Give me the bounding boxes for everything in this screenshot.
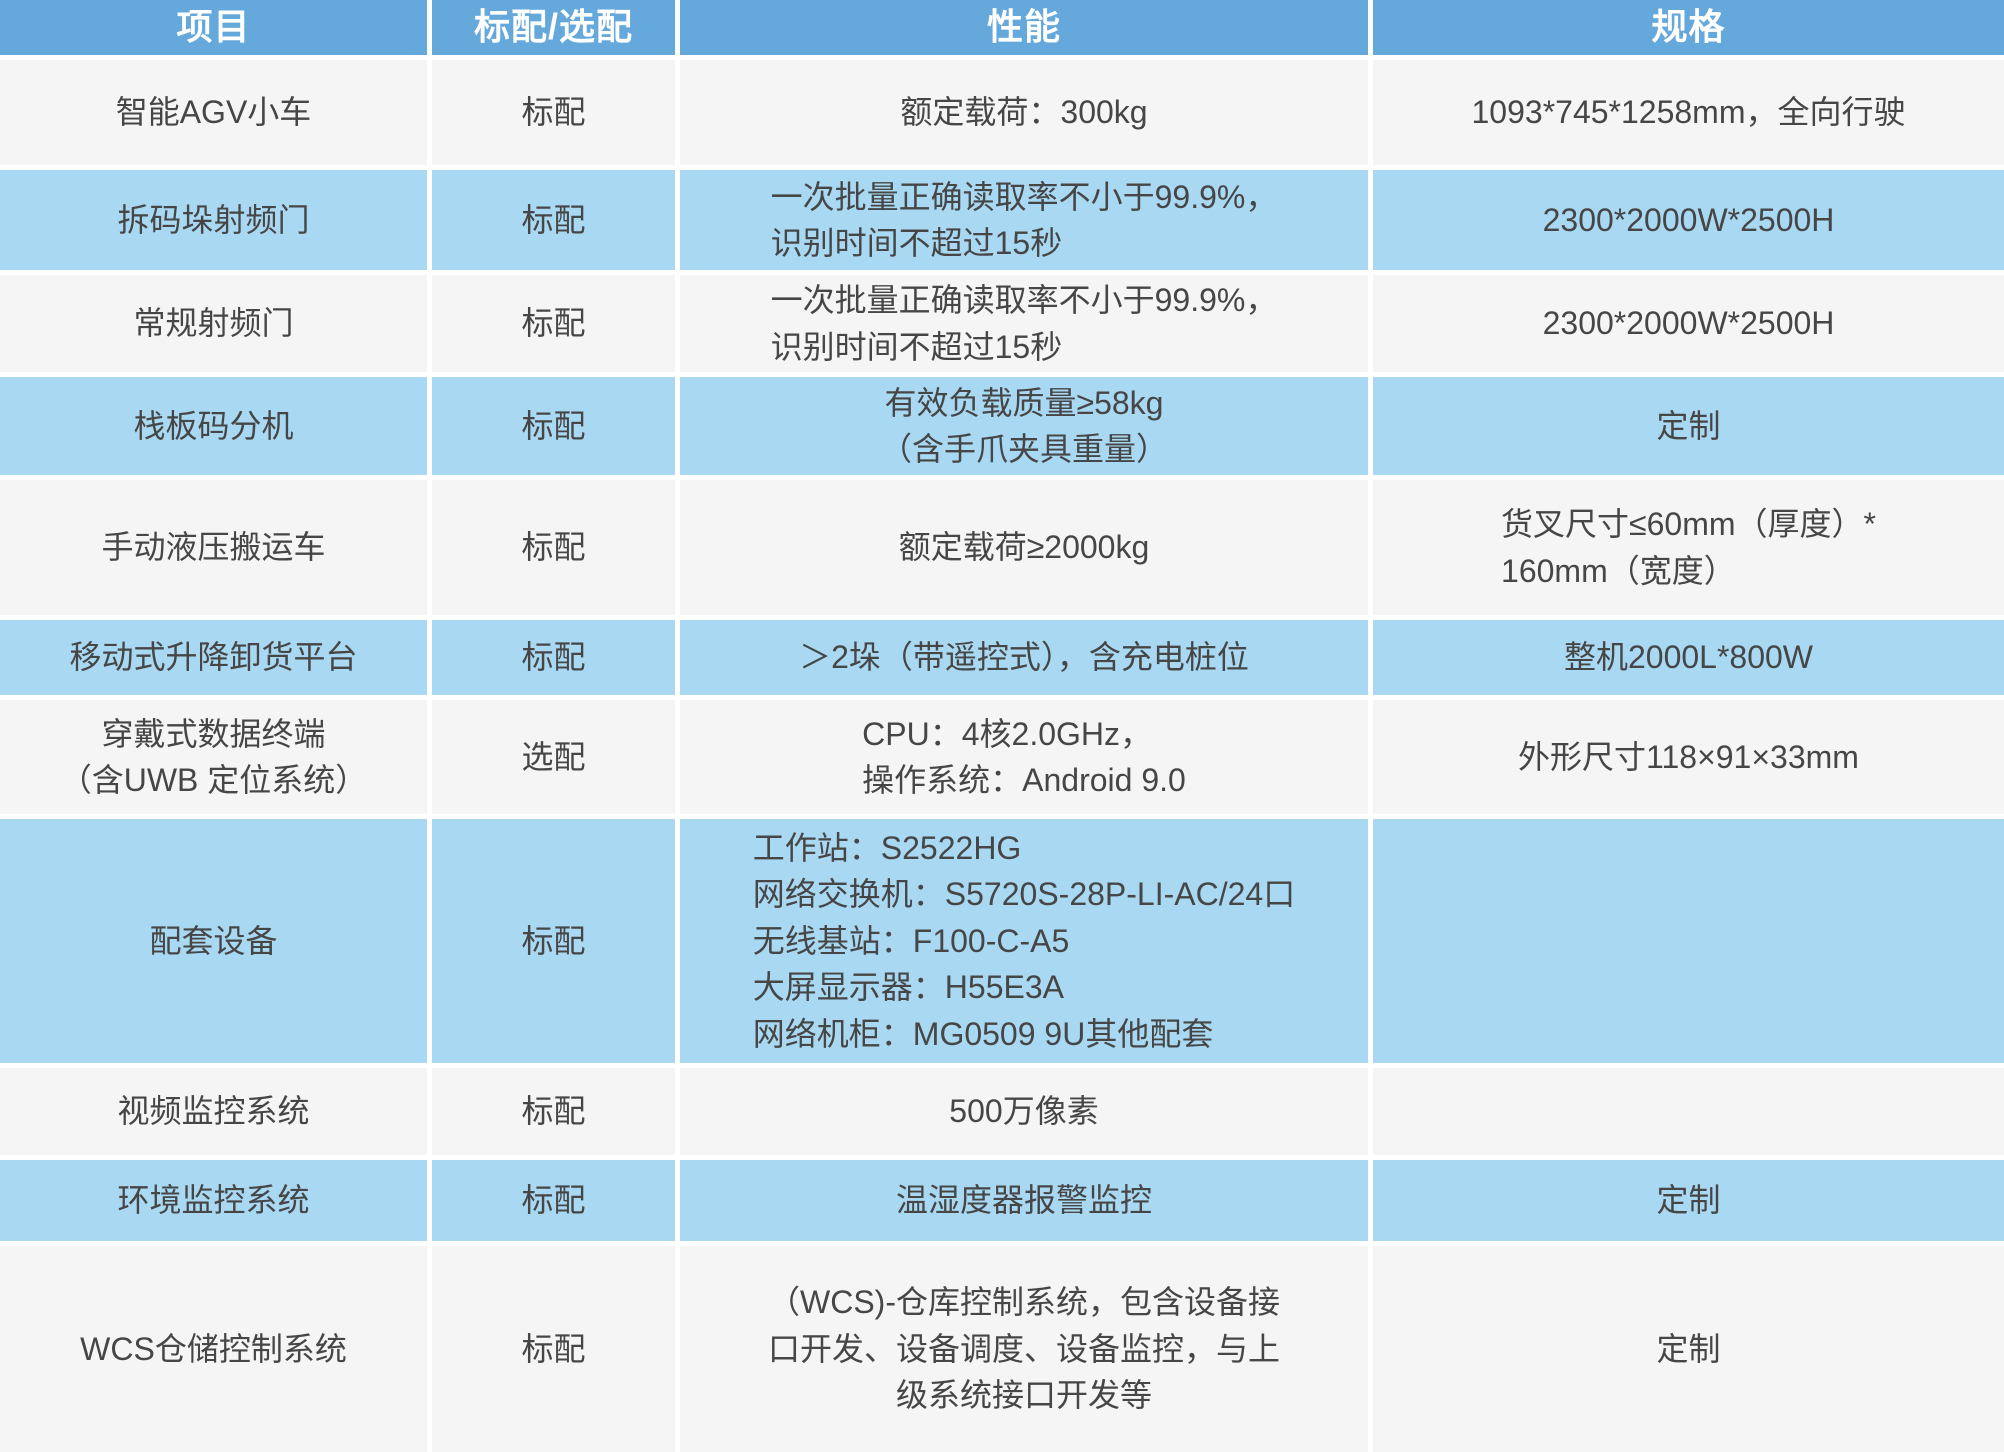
header-config: 标配/选配 — [432, 0, 675, 55]
cell-spec-text: 整机2000L*800W — [1563, 639, 1814, 676]
cell-config-text: 标配 — [521, 407, 586, 444]
cell-item: 拆码垛射频门 — [0, 170, 427, 270]
cell-item-text: 移动式升降卸货平台 — [69, 639, 358, 676]
cell-spec: 定制 — [1373, 1160, 2004, 1241]
cell-config: 标配 — [432, 377, 675, 475]
cell-item: 智能AGV小车 — [0, 60, 427, 165]
cell-config-text: 标配 — [521, 201, 586, 238]
cell-performance-text: 一次批量正确读取率不小于99.9%， 识别时间不超过15秒 — [770, 282, 1278, 365]
cell-config-text: 标配 — [521, 1182, 586, 1219]
cell-spec: 定制 — [1373, 377, 2004, 475]
cell-config: 标配 — [432, 60, 675, 165]
cell-performance: 500万像素 — [680, 1068, 1368, 1155]
cell-spec-text: 定制 — [1656, 1182, 1721, 1219]
cell-spec-text: 2300*2000W*2500H — [1542, 305, 1835, 342]
cell-spec — [1373, 819, 2004, 1063]
cell-spec-text: 定制 — [1656, 407, 1721, 444]
cell-spec — [1373, 1068, 2004, 1155]
cell-item-text: 视频监控系统 — [117, 1093, 310, 1130]
cell-config: 标配 — [432, 480, 675, 615]
cell-item: 移动式升降卸货平台 — [0, 620, 427, 695]
cell-item-text: 手动液压搬运车 — [101, 529, 326, 566]
cell-performance-text: 有效负载质量≥58kg （含手爪夹具重量） — [879, 384, 1168, 467]
cell-item-text: 智能AGV小车 — [115, 94, 312, 131]
cell-config-text: 标配 — [521, 529, 586, 566]
cell-performance-text: 额定载荷：300kg — [900, 94, 1148, 131]
cell-config: 标配 — [432, 1068, 675, 1155]
cell-config-text: 标配 — [521, 1093, 586, 1130]
cell-config: 标配 — [432, 1246, 675, 1452]
cell-spec: 货叉尺寸≤60mm（厚度）* 160mm（宽度） — [1373, 480, 2004, 615]
cell-item-text: 栈板码分机 — [133, 407, 294, 444]
cell-performance: 额定载荷≥2000kg — [680, 480, 1368, 615]
cell-config-text: 标配 — [521, 1330, 586, 1367]
cell-item-text: 拆码垛射频门 — [117, 201, 310, 238]
cell-performance-text: CPU：4核2.0GHz， 操作系统：Android 9.0 — [862, 715, 1186, 798]
header-item-label: 项目 — [176, 6, 251, 48]
cell-config-text: 标配 — [521, 922, 586, 959]
header-spec: 规格 — [1373, 0, 2004, 55]
cell-performance: 额定载荷：300kg — [680, 60, 1368, 165]
cell-spec-text: 2300*2000W*2500H — [1542, 201, 1835, 238]
cell-item: WCS仓储控制系统 — [0, 1246, 427, 1452]
cell-item-text: 配套设备 — [149, 922, 278, 959]
cell-performance-text: （WCS)-仓库控制系统，包含设备接 口开发、设备调度、设备监控，与上 级系统接… — [767, 1284, 1280, 1414]
cell-item-text: 环境监控系统 — [117, 1182, 310, 1219]
cell-performance-text: ＞2垛（带遥控式），含充电桩位 — [799, 639, 1249, 676]
cell-item: 常规射频门 — [0, 275, 427, 372]
cell-config: 选配 — [432, 700, 675, 814]
cell-performance-text: 额定载荷≥2000kg — [898, 529, 1150, 566]
header-spec-label: 规格 — [1651, 6, 1726, 48]
cell-config: 标配 — [432, 275, 675, 372]
cell-spec: 定制 — [1373, 1246, 2004, 1452]
header-config-label: 标配/选配 — [473, 6, 633, 48]
cell-spec: 外形尺寸118×91×33mm — [1373, 700, 2004, 814]
cell-config: 标配 — [432, 1160, 675, 1241]
cell-performance: 温湿度器报警监控 — [680, 1160, 1368, 1241]
cell-performance: ＞2垛（带遥控式），含充电桩位 — [680, 620, 1368, 695]
cell-spec-text: 定制 — [1656, 1330, 1721, 1367]
cell-performance: CPU：4核2.0GHz， 操作系统：Android 9.0 — [680, 700, 1368, 814]
cell-spec-text — [1675, 935, 1703, 947]
cell-performance: （WCS)-仓库控制系统，包含设备接 口开发、设备调度、设备监控，与上 级系统接… — [680, 1246, 1368, 1452]
cell-spec: 1093*745*1258mm，全向行驶 — [1373, 60, 2004, 165]
cell-item: 配套设备 — [0, 819, 427, 1063]
cell-performance-text: 500万像素 — [949, 1093, 1099, 1130]
cell-config: 标配 — [432, 170, 675, 270]
cell-spec: 整机2000L*800W — [1373, 620, 2004, 695]
cell-spec: 2300*2000W*2500H — [1373, 170, 2004, 270]
cell-performance: 有效负载质量≥58kg （含手爪夹具重量） — [680, 377, 1368, 475]
cell-config-text: 标配 — [521, 639, 586, 676]
cell-item-text: 常规射频门 — [133, 305, 294, 342]
cell-performance-text: 一次批量正确读取率不小于99.9%， 识别时间不超过15秒 — [770, 178, 1278, 261]
cell-performance: 一次批量正确读取率不小于99.9%， 识别时间不超过15秒 — [680, 170, 1368, 270]
header-performance: 性能 — [680, 0, 1368, 55]
cell-spec-text — [1675, 1106, 1703, 1118]
header-item: 项目 — [0, 0, 427, 55]
cell-config-text: 标配 — [521, 305, 586, 342]
cell-item: 环境监控系统 — [0, 1160, 427, 1241]
cell-performance: 工作站：S2522HG 网络交换机：S5720S-28P-LI-AC/24口 无… — [680, 819, 1368, 1063]
cell-spec-text: 外形尺寸118×91×33mm — [1518, 738, 1859, 775]
cell-config-text: 选配 — [521, 738, 586, 775]
header-performance-label: 性能 — [986, 6, 1061, 48]
cell-item: 穿戴式数据终端 （含UWB 定位系统） — [0, 700, 427, 814]
cell-spec-text: 货叉尺寸≤60mm（厚度）* 160mm（宽度） — [1501, 506, 1876, 589]
cell-config-text: 标配 — [521, 94, 586, 131]
cell-item-text: 穿戴式数据终端 （含UWB 定位系统） — [59, 715, 368, 798]
cell-spec-text: 1093*745*1258mm，全向行驶 — [1471, 94, 1906, 131]
cell-performance: 一次批量正确读取率不小于99.9%， 识别时间不超过15秒 — [680, 275, 1368, 372]
cell-item: 手动液压搬运车 — [0, 480, 427, 615]
cell-item: 栈板码分机 — [0, 377, 427, 475]
cell-config: 标配 — [432, 620, 675, 695]
cell-item-text: WCS仓储控制系统 — [80, 1330, 347, 1367]
cell-item: 视频监控系统 — [0, 1068, 427, 1155]
cell-spec: 2300*2000W*2500H — [1373, 275, 2004, 372]
cell-config: 标配 — [432, 819, 675, 1063]
cell-performance-text: 温湿度器报警监控 — [895, 1182, 1152, 1219]
cell-performance-text: 工作站：S2522HG 网络交换机：S5720S-28P-LI-AC/24口 无… — [752, 830, 1296, 1052]
